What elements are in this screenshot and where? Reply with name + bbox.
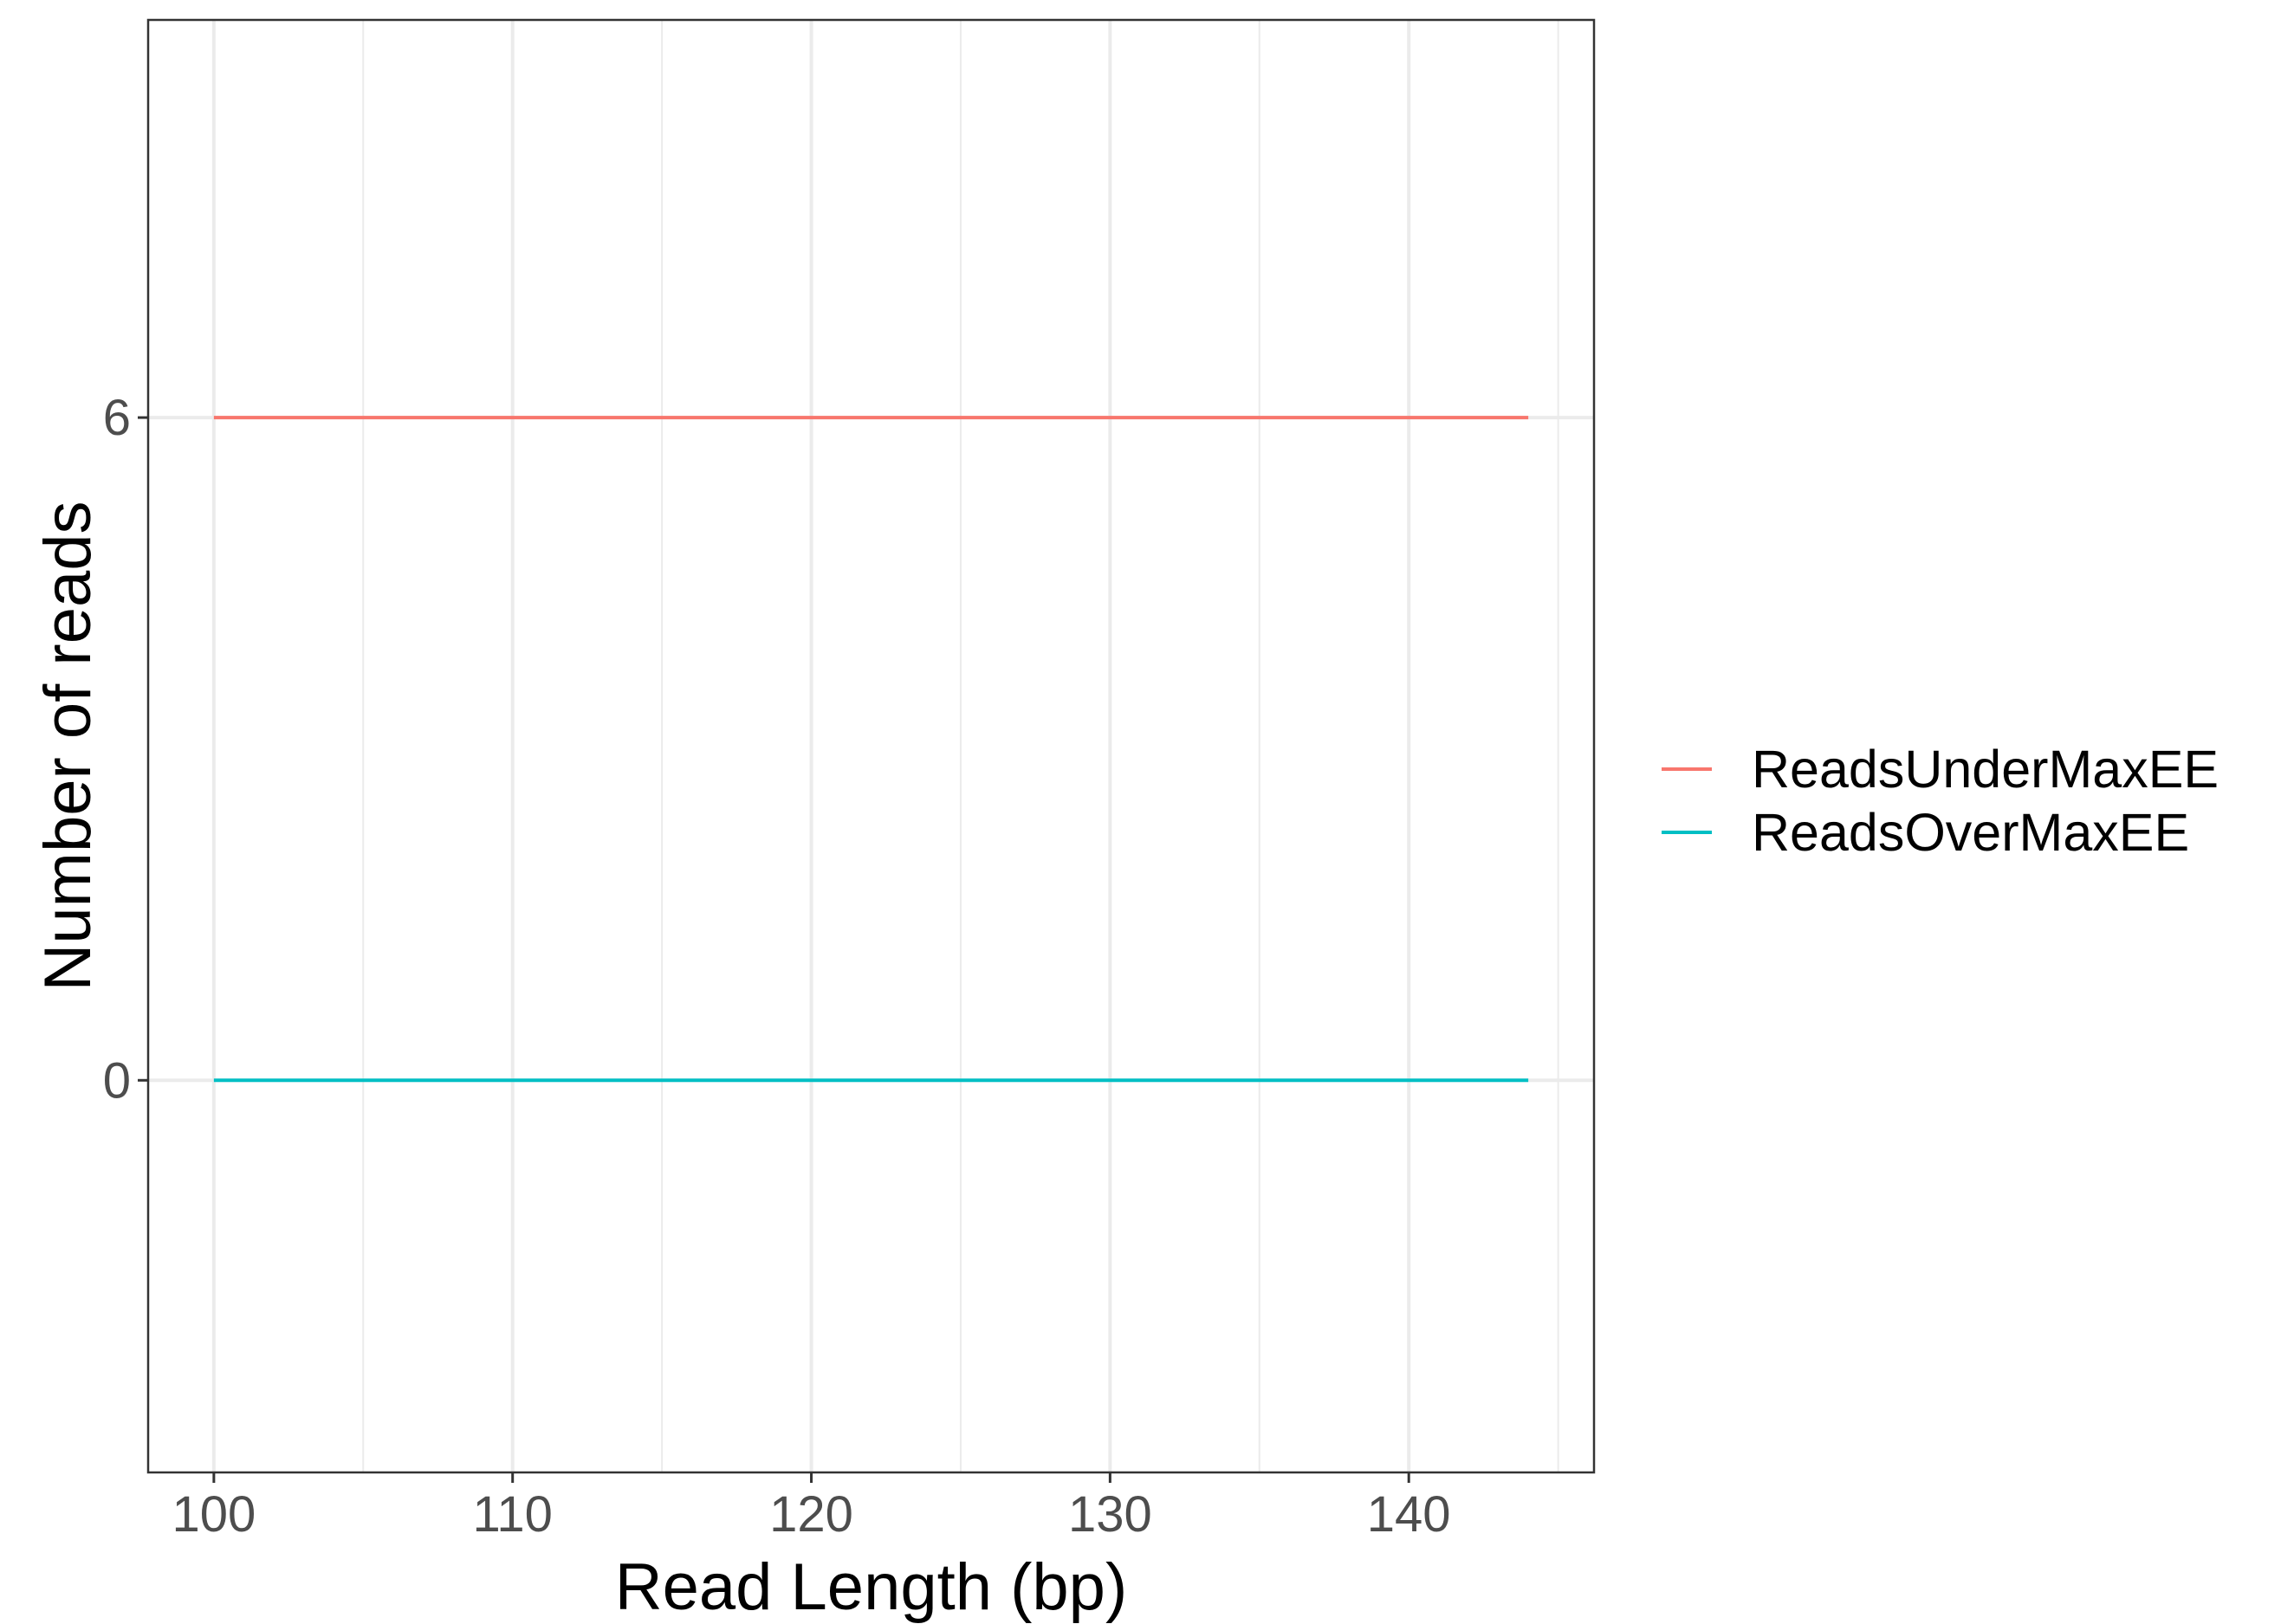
x-tick-label: 140 [1367, 1486, 1451, 1543]
x-tick-label: 100 [172, 1486, 256, 1543]
legend-label: ReadsOverMaxEE [1752, 803, 2189, 862]
grid-minor-lines [362, 20, 1559, 1472]
y-axis: 06 [103, 390, 148, 1109]
y-tick-label: 6 [103, 390, 131, 446]
legend-item: ReadsOverMaxEE [1662, 803, 2189, 862]
x-tick-label: 110 [472, 1486, 552, 1543]
x-tick-label: 120 [769, 1486, 853, 1543]
series-layer [213, 416, 1529, 1083]
legend-item: ReadsUnderMaxEE [1662, 740, 2219, 799]
plot-panel-border [146, 18, 1596, 1474]
x-tick-label: 130 [1068, 1486, 1152, 1543]
y-axis-title: Number of reads [31, 501, 105, 991]
y-tick-label: 0 [103, 1052, 131, 1109]
x-axis-title: Read Length (bp) [615, 1550, 1128, 1624]
x-axis: 100 110 120 130 140 [172, 1472, 1451, 1543]
legend-label: ReadsUnderMaxEE [1752, 740, 2219, 799]
